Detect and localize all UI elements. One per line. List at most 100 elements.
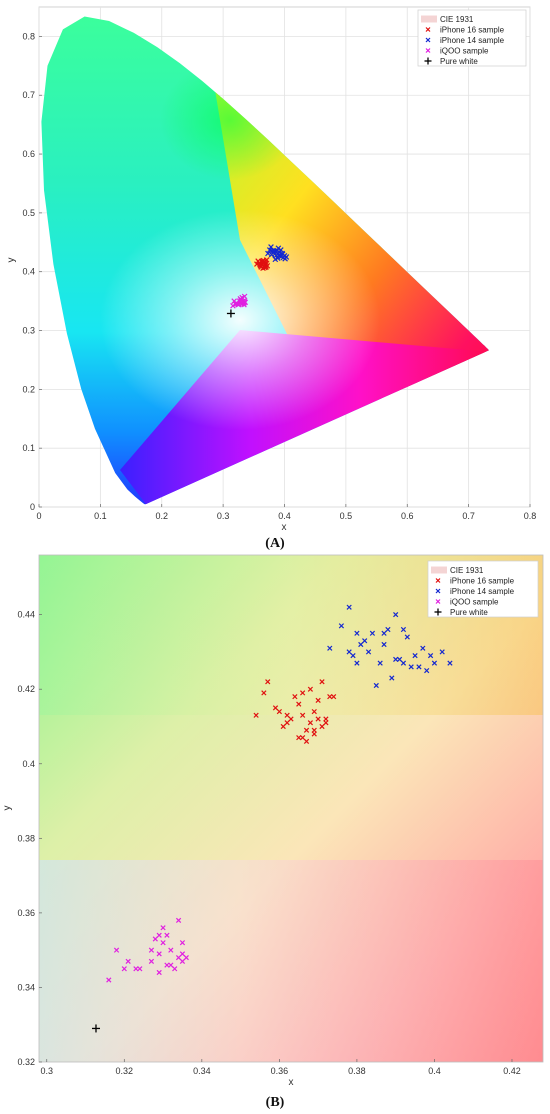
iphone-14-sample-point bbox=[420, 645, 426, 651]
iphone-16-sample-point bbox=[258, 258, 265, 265]
y-tick-label: 0.32 bbox=[17, 1057, 35, 1067]
legend-label: iQOO sample bbox=[440, 47, 489, 56]
iphone-16-sample-point bbox=[319, 723, 325, 730]
iqoo-sample-point bbox=[233, 300, 239, 307]
iphone-16-sample-point bbox=[315, 697, 321, 704]
iqoo-sample-point bbox=[183, 954, 189, 961]
legend-item: iPhone 14 sample bbox=[425, 36, 505, 45]
iphone-14-sample-point bbox=[268, 251, 275, 258]
iphone-14-sample-point bbox=[268, 244, 274, 250]
iphone-14-sample-point bbox=[416, 664, 422, 670]
iphone-16-sample-point bbox=[263, 264, 269, 270]
panel-a-ylabel: y bbox=[6, 258, 17, 263]
legend-label: CIE 1931 bbox=[450, 566, 484, 575]
iphone-16-sample-point bbox=[276, 708, 282, 715]
iphone-14-sample-point bbox=[346, 649, 352, 655]
panel-b-plot-frame bbox=[38, 554, 544, 1063]
legend-label: iPhone 14 sample bbox=[440, 36, 505, 45]
iphone-14-sample-point bbox=[354, 660, 360, 666]
iqoo-sample-point bbox=[160, 925, 166, 931]
y-tick-label: 0 bbox=[30, 502, 35, 512]
iphone-14-sample-point bbox=[396, 656, 403, 663]
iqoo-sample-point bbox=[133, 966, 139, 972]
iphone-16-sample-point bbox=[284, 712, 290, 718]
iqoo-sample-point bbox=[241, 301, 247, 308]
iphone-16-sample-point bbox=[261, 690, 267, 696]
x-tick-label: 0.6 bbox=[401, 511, 414, 521]
legend-label: Pure white bbox=[450, 608, 488, 617]
panel-b-xlabel: x bbox=[289, 1077, 294, 1088]
iphone-14-sample-point bbox=[381, 630, 387, 636]
iphone-14-sample-point bbox=[354, 630, 360, 636]
iphone-16-sample-point bbox=[262, 260, 268, 267]
iphone-16-sample-point bbox=[311, 727, 317, 733]
x-tick-label: 0.42 bbox=[503, 1066, 521, 1076]
iphone-16-sample-point bbox=[307, 720, 314, 726]
legend-label: iPhone 16 sample bbox=[450, 577, 515, 586]
iphone-14-sample-point bbox=[369, 630, 376, 636]
iqoo-sample-point bbox=[156, 969, 162, 976]
x-tick-label: 0.38 bbox=[348, 1066, 366, 1076]
y-tick-label: 0.2 bbox=[22, 384, 35, 394]
iphone-16-sample-point bbox=[303, 738, 310, 745]
iphone-14-sample-point bbox=[350, 653, 356, 659]
panel-b-label: (B) bbox=[266, 1095, 285, 1110]
iqoo-sample-point bbox=[175, 954, 182, 961]
x-tick-label: 0.1 bbox=[94, 511, 107, 521]
iphone-14-sample-point bbox=[373, 682, 379, 689]
iphone-14-sample-point bbox=[431, 660, 438, 666]
x-tick-label: 0.4 bbox=[278, 511, 291, 521]
iphone-16-sample-point bbox=[300, 735, 306, 741]
legend-item: iPhone 16 sample bbox=[425, 26, 505, 35]
iphone-16-sample-point bbox=[296, 701, 302, 707]
iphone-14-sample-point bbox=[271, 248, 277, 254]
panel-a-axes: 0 0.1 0.2 0.3 0.4 0.5 0.6 0.7 0.8 0 0.1 0.2 0.3 0.4 0.… bbox=[22, 31, 536, 521]
iphone-14-sample-point bbox=[408, 664, 414, 670]
iqoo-sample-point bbox=[152, 936, 158, 942]
y-tick-label: 0.8 bbox=[22, 31, 35, 41]
panel-a-label: (A) bbox=[265, 536, 285, 551]
iqoo-sample-point bbox=[237, 295, 244, 302]
y-tick-label: 0.42 bbox=[17, 684, 35, 694]
iphone-16-sample-point bbox=[288, 716, 294, 722]
y-tick-label: 0.3 bbox=[22, 326, 35, 336]
x-tick-label: 0 bbox=[36, 511, 41, 521]
panel-a-points bbox=[226, 244, 290, 318]
legend-label: iPhone 14 sample bbox=[450, 587, 515, 596]
iqoo-sample-point bbox=[168, 962, 174, 968]
iphone-14-sample-point bbox=[427, 653, 434, 659]
x-tick-label: 0.32 bbox=[116, 1066, 134, 1076]
iphone-14-sample-point bbox=[265, 250, 271, 257]
iphone-16-sample-point bbox=[315, 716, 321, 722]
iphone-14-sample-point bbox=[389, 675, 395, 681]
iphone-14-sample-point bbox=[274, 255, 281, 262]
iqoo-sample-point bbox=[121, 966, 127, 972]
iphone-16-sample-point bbox=[284, 720, 290, 726]
y-tick-label: 0.34 bbox=[17, 982, 35, 992]
iphone-16-sample-point bbox=[280, 723, 286, 730]
iphone-14-sample-point bbox=[277, 247, 284, 253]
iphone-16-sample-point bbox=[323, 716, 329, 722]
iphone-14-sample-point bbox=[412, 653, 418, 659]
legend-item: iQOO sample bbox=[435, 598, 499, 607]
iqoo-sample-point bbox=[106, 977, 112, 983]
x-tick-label: 0.2 bbox=[155, 511, 168, 521]
y-tick-label: 0.1 bbox=[22, 443, 35, 453]
x-tick-label: 0.8 bbox=[524, 511, 537, 521]
iqoo-sample-point bbox=[148, 958, 155, 964]
iphone-16-sample-point bbox=[307, 686, 314, 692]
iphone-16-sample-point bbox=[272, 705, 279, 711]
iphone-14-sample-point bbox=[393, 612, 399, 618]
iqoo-sample-point bbox=[175, 917, 182, 923]
iphone-16-sample-point bbox=[327, 694, 333, 700]
y-tick-label: 0.4 bbox=[22, 267, 35, 277]
iqoo-sample-point bbox=[156, 932, 162, 938]
legend-label: CIE 1931 bbox=[440, 15, 474, 24]
iqoo-sample-point bbox=[164, 932, 170, 938]
legend-item: iQOO sample bbox=[425, 47, 489, 56]
iphone-14-sample-point bbox=[381, 641, 387, 648]
iqoo-sample-point bbox=[179, 940, 186, 946]
legend-item: iPhone 14 sample bbox=[435, 587, 515, 596]
